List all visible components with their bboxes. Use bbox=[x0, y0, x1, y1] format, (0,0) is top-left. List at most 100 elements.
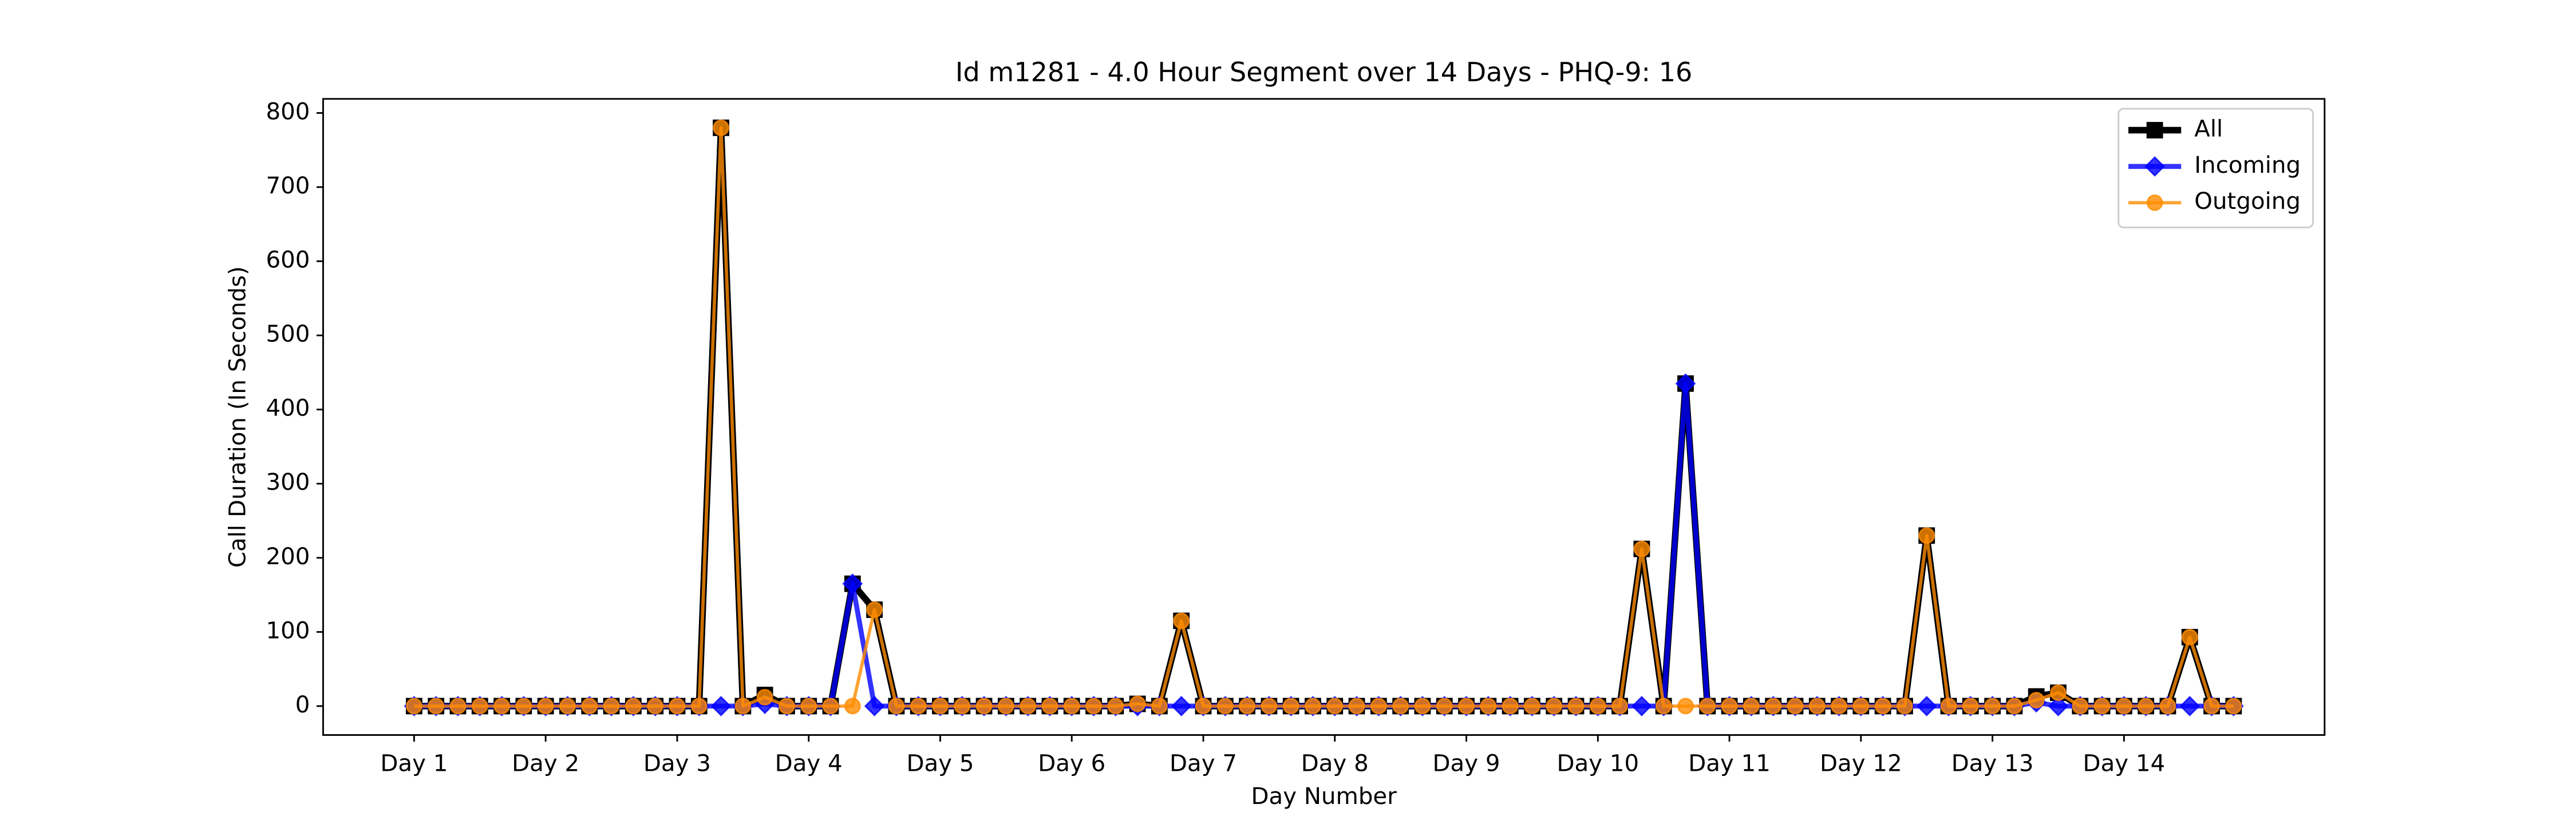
marker bbox=[1480, 698, 1497, 715]
marker bbox=[1808, 698, 1826, 715]
marker bbox=[1918, 527, 1935, 544]
y-tick-label: 500 bbox=[266, 320, 310, 347]
x-tick-label: Day 10 bbox=[1556, 750, 1639, 777]
marker bbox=[669, 698, 686, 715]
marker bbox=[822, 698, 839, 715]
marker bbox=[537, 698, 554, 715]
marker bbox=[975, 698, 993, 715]
marker bbox=[1962, 698, 1979, 715]
marker bbox=[1370, 698, 1387, 715]
x-tick-label: Day 14 bbox=[2083, 750, 2166, 777]
marker bbox=[1085, 698, 1102, 715]
marker bbox=[1655, 698, 1672, 715]
marker bbox=[406, 698, 422, 715]
y-tick-label: 400 bbox=[266, 395, 310, 422]
marker bbox=[1675, 373, 1696, 394]
x-tick-label: Day 11 bbox=[1688, 750, 1771, 777]
marker bbox=[2203, 698, 2220, 715]
marker bbox=[1171, 696, 1192, 716]
y-axis-label: Call Duration (In Seconds) bbox=[224, 266, 251, 568]
plot-area: 0 100 200 300 400 500 600 700 800 Day 1 Day 2 Day 3… bbox=[266, 98, 2244, 777]
marker bbox=[710, 696, 732, 716]
y-tick-label: 300 bbox=[266, 469, 310, 496]
marker bbox=[1916, 696, 1937, 716]
marker bbox=[734, 698, 752, 715]
marker bbox=[2179, 696, 2200, 716]
marker bbox=[1458, 698, 1475, 715]
marker bbox=[1852, 698, 1870, 715]
axes-frame bbox=[322, 98, 2326, 736]
marker bbox=[2072, 698, 2089, 715]
marker bbox=[1897, 698, 1913, 715]
marker bbox=[1216, 698, 1234, 715]
marker bbox=[1677, 698, 1694, 715]
legend-label: Outgoing bbox=[2194, 188, 2301, 215]
marker bbox=[1173, 612, 1190, 629]
marker bbox=[1107, 698, 1124, 715]
marker bbox=[690, 698, 708, 715]
marker bbox=[2028, 692, 2045, 708]
marker bbox=[2225, 698, 2242, 715]
x-tick-label: Day 6 bbox=[1038, 750, 1105, 777]
marker bbox=[2093, 698, 2111, 715]
marker bbox=[1348, 698, 1365, 715]
marker bbox=[1546, 698, 1563, 715]
marker bbox=[449, 698, 467, 715]
y-tick-label: 0 bbox=[295, 691, 310, 718]
marker bbox=[559, 698, 576, 715]
x-tick-label: Day 13 bbox=[1951, 750, 2034, 777]
legend-label: All bbox=[2194, 116, 2223, 142]
marker bbox=[1633, 540, 1650, 557]
marker bbox=[1721, 698, 1738, 715]
y-tick-label: 100 bbox=[266, 617, 310, 644]
marker bbox=[1940, 698, 1957, 715]
marker bbox=[2116, 698, 2132, 715]
marker bbox=[1699, 698, 1716, 715]
marker bbox=[910, 698, 927, 715]
marker bbox=[2181, 629, 2198, 645]
marker bbox=[1765, 698, 1782, 715]
marker bbox=[1631, 696, 1652, 716]
marker bbox=[888, 698, 905, 715]
y-tick-label: 800 bbox=[266, 98, 310, 125]
marker bbox=[864, 696, 885, 716]
marker bbox=[1041, 698, 1058, 715]
x-tick-label: Day 8 bbox=[1301, 750, 1369, 777]
legend: All Incoming Outgoing bbox=[2117, 108, 2314, 228]
marker bbox=[1502, 698, 1519, 715]
legend-box bbox=[2117, 108, 2314, 228]
marker bbox=[1392, 698, 1409, 715]
marker bbox=[1326, 698, 1344, 715]
marker bbox=[471, 698, 488, 715]
marker bbox=[581, 698, 598, 715]
x-tick-label: Day 3 bbox=[643, 750, 711, 777]
marker bbox=[1436, 698, 1453, 715]
marker bbox=[1151, 698, 1168, 715]
marker bbox=[1261, 698, 1278, 715]
marker bbox=[1020, 698, 1037, 715]
marker bbox=[1282, 698, 1299, 715]
marker bbox=[1874, 698, 1891, 715]
marker bbox=[800, 698, 817, 715]
x-tick-label: Day 1 bbox=[380, 750, 448, 777]
x-tick-label: Day 5 bbox=[906, 750, 974, 777]
marker bbox=[1414, 698, 1431, 715]
marker bbox=[1984, 698, 2001, 715]
marker bbox=[844, 698, 861, 715]
marker bbox=[1787, 698, 1804, 715]
x-axis-label: Day Number bbox=[1251, 783, 1397, 810]
y-tick-label: 600 bbox=[266, 247, 310, 274]
marker bbox=[2050, 684, 2067, 702]
marker bbox=[932, 698, 949, 715]
marker bbox=[713, 119, 729, 136]
marker bbox=[997, 698, 1014, 715]
marker bbox=[2159, 698, 2176, 715]
marker bbox=[603, 698, 620, 715]
marker bbox=[779, 698, 795, 715]
marker bbox=[1239, 698, 1256, 715]
marker bbox=[493, 698, 510, 715]
marker bbox=[2138, 698, 2155, 715]
marker bbox=[625, 698, 642, 715]
